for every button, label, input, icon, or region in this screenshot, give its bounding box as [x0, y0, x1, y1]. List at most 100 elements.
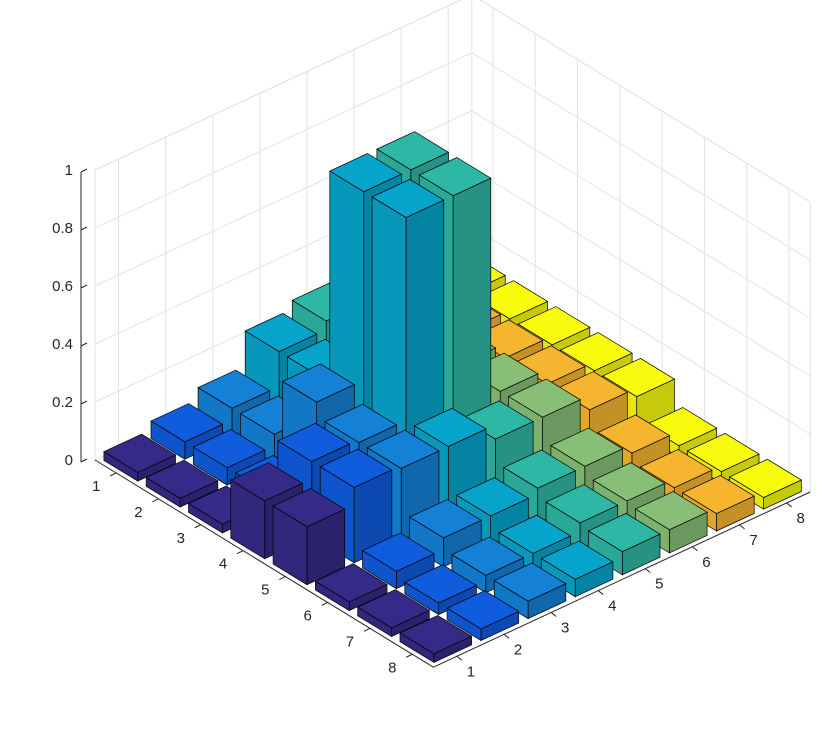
- col-tick-label: 2: [514, 641, 522, 658]
- col-tick-label: 8: [796, 510, 804, 527]
- bar-face-top: [507, 378, 581, 418]
- bar: [356, 589, 431, 638]
- col-tick-mark: [645, 568, 651, 574]
- bar: [103, 433, 177, 482]
- bar-face-top: [366, 429, 440, 469]
- bar-face-top: [399, 615, 473, 655]
- bar-face-top: [244, 313, 318, 352]
- bar-face-top: [517, 306, 591, 346]
- col-tick-mark: [692, 546, 698, 552]
- bar-face-top: [540, 540, 614, 580]
- row-tick-mark: [363, 627, 371, 632]
- col-tick-mark: [786, 502, 792, 508]
- bar-face-top: [371, 179, 445, 218]
- row-tick-label: 3: [177, 530, 185, 547]
- row-tick-label: 5: [261, 582, 269, 599]
- col-tick-mark: [503, 633, 510, 639]
- z-tick-mark: [80, 458, 88, 463]
- z-tick-label: 1: [65, 162, 73, 179]
- z-tick-mark: [80, 168, 88, 173]
- bar-face-top: [145, 459, 219, 499]
- bar-face-top: [197, 369, 271, 409]
- row-tick-mark: [194, 524, 201, 529]
- row-tick-label: 2: [134, 504, 142, 521]
- bar-face-top: [587, 513, 661, 552]
- row-tick-mark: [279, 576, 286, 580]
- col-tick-label: 3: [561, 619, 569, 636]
- bar-face-top: [559, 332, 633, 372]
- bar-face-top: [639, 449, 713, 489]
- bar-face-top: [319, 448, 393, 488]
- z-tick-label: 0.4: [52, 336, 73, 353]
- row-tick-mark: [321, 602, 328, 606]
- z-tick-mark: [80, 284, 88, 289]
- bar-face-top: [376, 131, 450, 171]
- tick-labels: 0 0.2 0.4 0.6 0.8 1 1 2 3 4 5 6 7 8 1 2 3 4 5 6 7 8: [52, 162, 811, 680]
- bar: [145, 459, 219, 508]
- z-tick-mark: [80, 342, 88, 347]
- bar-face-top: [728, 458, 803, 498]
- bar-face-top: [272, 488, 346, 528]
- bar-face-top: [446, 590, 520, 630]
- bar: [404, 564, 478, 616]
- bar-face-top: [545, 484, 619, 524]
- z-tick-mark: [80, 226, 88, 231]
- bar: [493, 562, 567, 620]
- bar-face-top: [475, 280, 549, 320]
- bar-face-top: [686, 433, 760, 472]
- bar-face-top: [356, 589, 431, 629]
- floor-axis-lines: [94, 459, 811, 668]
- bar-face-top: [277, 422, 351, 462]
- row-tick-label: 4: [219, 556, 227, 573]
- z-tick-label: 0.6: [52, 278, 73, 295]
- col-tick-mark: [550, 612, 557, 617]
- bar-face-top: [324, 403, 398, 443]
- bar-face-top: [281, 363, 356, 403]
- bar-face-top: [498, 514, 572, 554]
- col-tick-mark: [597, 590, 604, 595]
- row-tick-mark: [109, 472, 117, 477]
- col-tick-label: 7: [749, 532, 757, 549]
- col-tick-label: 5: [655, 576, 663, 593]
- col-tick-label: 1: [467, 663, 475, 680]
- bar-face-top: [602, 358, 676, 397]
- col-tick-mark: [739, 524, 745, 530]
- col-tick-mark: [456, 655, 463, 661]
- bar: [587, 513, 661, 576]
- bar-face-top: [592, 462, 666, 502]
- bar: [314, 563, 388, 612]
- col-tick-label: 4: [608, 598, 616, 615]
- bar: [361, 532, 435, 590]
- bar: [399, 615, 473, 664]
- bar: [272, 488, 346, 586]
- z-tick-label: 0.2: [52, 394, 73, 411]
- bar-face-top: [493, 562, 567, 602]
- bar-face-top: [503, 449, 577, 489]
- bar-face-top: [413, 407, 487, 447]
- bar-face-top: [634, 491, 708, 531]
- row-tick-label: 1: [92, 478, 100, 495]
- row-tick-mark: [152, 498, 159, 503]
- bar-face-top: [455, 477, 530, 517]
- bar: [446, 590, 520, 642]
- bar-face-top: [329, 153, 403, 193]
- bar-face-top: [597, 414, 671, 454]
- bar-face-top: [550, 427, 624, 467]
- z-tick-label: 0.8: [52, 220, 73, 237]
- bar-face-top: [230, 462, 304, 502]
- bar-face-top: [314, 563, 388, 603]
- box-top-edge: [94, 0, 811, 203]
- row-tick-label: 8: [388, 659, 396, 676]
- z-tick-mark: [80, 400, 88, 405]
- bar-face-top: [192, 429, 266, 469]
- bar-face-top: [408, 499, 482, 539]
- bar-face-top: [150, 403, 224, 443]
- col-tick-label: 6: [702, 554, 710, 571]
- bar-face-top: [103, 433, 177, 473]
- bar-face-top: [681, 475, 755, 514]
- z-tick-label: 0: [65, 452, 73, 469]
- bar-face-top: [418, 157, 492, 197]
- bar-face-top: [451, 536, 525, 576]
- row-tick-label: 7: [346, 633, 354, 650]
- bars-group: [103, 131, 803, 664]
